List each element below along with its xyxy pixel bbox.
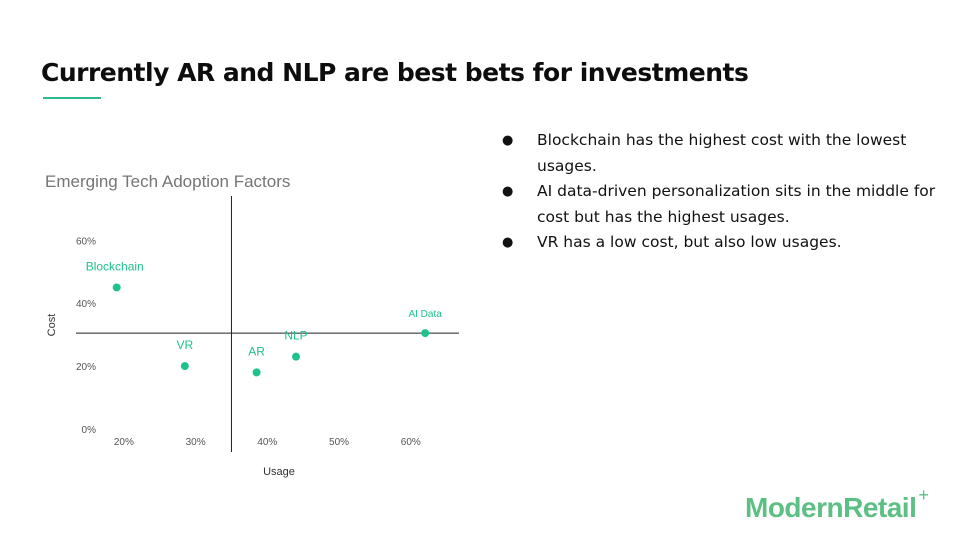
bullet-list: ● Blockchain has the highest cost with th… (500, 128, 940, 256)
data-point-label: NLP (284, 329, 307, 343)
modern-retail-logo: ModernRetail + (745, 485, 929, 524)
bullet-text: AI data-driven personalization sits in t… (537, 182, 936, 226)
data-point (112, 283, 121, 292)
y-tick-label: 40% (76, 299, 96, 310)
bullet-text: Blockchain has the highest cost with the… (537, 131, 907, 175)
x-axis-label: Usage (263, 466, 295, 478)
bullet-dot-icon: ● (502, 184, 514, 199)
bullet-item: ● VR has a low cost, but also low usages. (500, 230, 940, 256)
logo-plus-icon: + (918, 485, 929, 505)
y-tick-label: 60% (76, 236, 96, 247)
x-tick-label: 60% (401, 437, 421, 448)
data-point (180, 362, 189, 371)
slide-title: Currently AR and NLP are best bets for i… (41, 58, 749, 87)
y-tick-label: 20% (76, 362, 96, 373)
data-point-label: VR (177, 338, 194, 352)
chart-marks: 0% 20% 40% 60% 20% 30% 40% 50% 60% Blockchain VR AR… (76, 196, 459, 452)
bullet-dot-icon: ● (502, 235, 514, 250)
data-point-label: AI Data (408, 309, 442, 320)
chart-canvas: Emerging Tech Adoption Factors Usage Cos… (45, 172, 459, 478)
data-point-label: AR (248, 344, 265, 358)
x-tick-label: 30% (186, 437, 206, 448)
x-tick-label: 40% (257, 437, 277, 448)
title-underline (43, 97, 101, 99)
x-tick-label: 20% (114, 437, 134, 448)
bullet-text: VR has a low cost, but also low usages. (537, 233, 842, 251)
y-tick-label: 0% (82, 425, 97, 436)
bullet-item: ● Blockchain has the highest cost with th… (500, 128, 940, 179)
x-tick-label: 50% (329, 437, 349, 448)
scatter-chart: Emerging Tech Adoption Factors Usage Cos… (45, 172, 459, 478)
bullet-dot-icon: ● (502, 133, 514, 148)
chart-title: Emerging Tech Adoption Factors (45, 172, 290, 191)
data-point-label: Blockchain (86, 259, 144, 273)
bullet-item: ● AI data-driven personalization sits in … (500, 179, 940, 230)
y-axis-label: Cost (46, 314, 58, 337)
logo-text: ModernRetail (745, 492, 917, 523)
data-point (292, 352, 301, 361)
data-point (252, 368, 261, 377)
data-point (421, 329, 430, 338)
